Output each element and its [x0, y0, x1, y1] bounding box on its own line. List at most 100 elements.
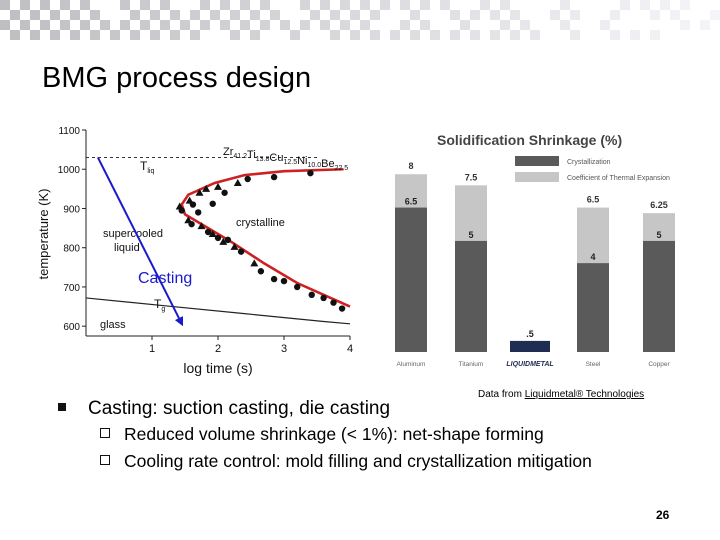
checker-cell [420, 0, 430, 10]
shrinkage-bar-chart: Solidification Shrinkage (%) Crystalliza… [385, 122, 675, 372]
checker-cell [120, 20, 130, 30]
bullet-text: Casting: suction casting, die casting [88, 398, 390, 420]
hollow-square-bullet-icon [100, 428, 110, 438]
bar-value-label: 5 [656, 230, 661, 240]
checker-cell [450, 10, 460, 20]
data-point-circle [320, 295, 326, 301]
checker-cell [230, 10, 240, 20]
checker-cell [350, 30, 360, 40]
bar-total-label: 8 [408, 161, 413, 171]
sub-bullet-text: Cooling rate control: mold filling and c… [124, 451, 592, 472]
x-axis-label: log time (s) [183, 360, 252, 376]
checker-cell [70, 30, 80, 40]
checker-cell [190, 10, 200, 20]
checker-cell [210, 10, 220, 20]
y-tick-label: 700 [63, 283, 80, 294]
checker-cell [10, 10, 20, 20]
checker-cell [610, 30, 620, 40]
data-point-circle [271, 276, 277, 282]
y-tick-label: 1000 [58, 165, 81, 176]
sub-bullet-item: Reduced volume shrinkage (< 1%): net-sha… [58, 422, 708, 449]
checker-cell [180, 20, 190, 30]
checker-cell [470, 10, 480, 20]
checker-cell [160, 20, 170, 30]
checker-cell [320, 20, 330, 30]
checker-cell [420, 20, 430, 30]
checker-cell [280, 20, 290, 30]
checker-cell [90, 10, 100, 20]
checker-cell [40, 20, 50, 30]
checker-cell [160, 0, 170, 10]
checker-cell [140, 20, 150, 30]
data-point-circle [238, 248, 244, 254]
checker-cell [340, 0, 350, 10]
header-checker-pattern [0, 0, 720, 40]
square-bullet-icon [58, 403, 66, 411]
checker-cell [190, 30, 200, 40]
checker-cell [410, 30, 420, 40]
checker-cell [650, 30, 660, 40]
checker-cell [40, 0, 50, 10]
checker-cell [250, 30, 260, 40]
data-point-circle [221, 190, 227, 196]
checker-cell [630, 30, 640, 40]
checker-cell [220, 20, 230, 30]
checker-cell [300, 20, 310, 30]
checker-cell [370, 30, 380, 40]
checker-cell [390, 30, 400, 40]
data-point-circle [190, 201, 196, 207]
data-point-circle [210, 201, 216, 207]
bar-category-label: Aluminum [397, 361, 426, 368]
bar-category-label: Steel [586, 361, 601, 368]
checker-cell [570, 30, 580, 40]
checker-cell [200, 0, 210, 10]
bar-crystallization-segment [510, 341, 550, 352]
data-point-circle [188, 221, 194, 227]
checker-cell [310, 10, 320, 20]
checker-cell [410, 10, 420, 20]
crystalline-label: crystalline [236, 217, 285, 229]
checker-cell [10, 30, 20, 40]
checker-cell [490, 30, 500, 40]
y-tick-label: 1100 [58, 126, 80, 137]
bar-total-label: 6.5 [587, 195, 600, 205]
bar-value-label: 5 [468, 230, 473, 240]
data-point-circle [307, 170, 313, 176]
checker-cell [240, 20, 250, 30]
bar-total-label: 6.25 [650, 200, 668, 210]
sub-bullet-item: Cooling rate control: mold filling and c… [58, 449, 708, 476]
bar-crystallization-segment [577, 263, 609, 352]
data-point-circle [179, 207, 185, 213]
x-tick-label: 4 [347, 343, 353, 355]
checker-cell [360, 20, 370, 30]
checker-cell [60, 0, 70, 10]
checker-cell [120, 0, 130, 10]
checker-cell [700, 20, 710, 30]
checker-cell [530, 30, 540, 40]
supercooled-label: supercooled [103, 228, 163, 240]
checker-cell [80, 0, 90, 10]
x-tick-label: 1 [149, 343, 155, 355]
checker-cell [260, 0, 270, 10]
checker-cell [30, 30, 40, 40]
y-tick-label: 600 [63, 322, 80, 333]
checker-cell [610, 10, 620, 20]
checker-cell [440, 0, 450, 10]
data-point-circle [205, 229, 211, 235]
checker-cell [200, 20, 210, 30]
bar-value-label: .5 [526, 329, 534, 339]
checker-cell [600, 20, 610, 30]
legend-cte-label: Coefficient of Thermal Expansion [567, 175, 670, 182]
checker-cell [500, 20, 510, 30]
legend-cte-swatch [515, 172, 559, 182]
checker-cell [290, 30, 300, 40]
bar-crystallization-segment [643, 241, 675, 352]
bar-category-label: Copper [648, 361, 670, 368]
checker-cell [520, 20, 530, 30]
legend-crystallization-label: Crystallization [567, 159, 611, 166]
data-point-circle [271, 174, 277, 180]
checker-cell [0, 0, 10, 10]
checker-cell [400, 0, 410, 10]
checker-cell [640, 0, 650, 10]
casting-annotation: Casting [138, 270, 192, 287]
